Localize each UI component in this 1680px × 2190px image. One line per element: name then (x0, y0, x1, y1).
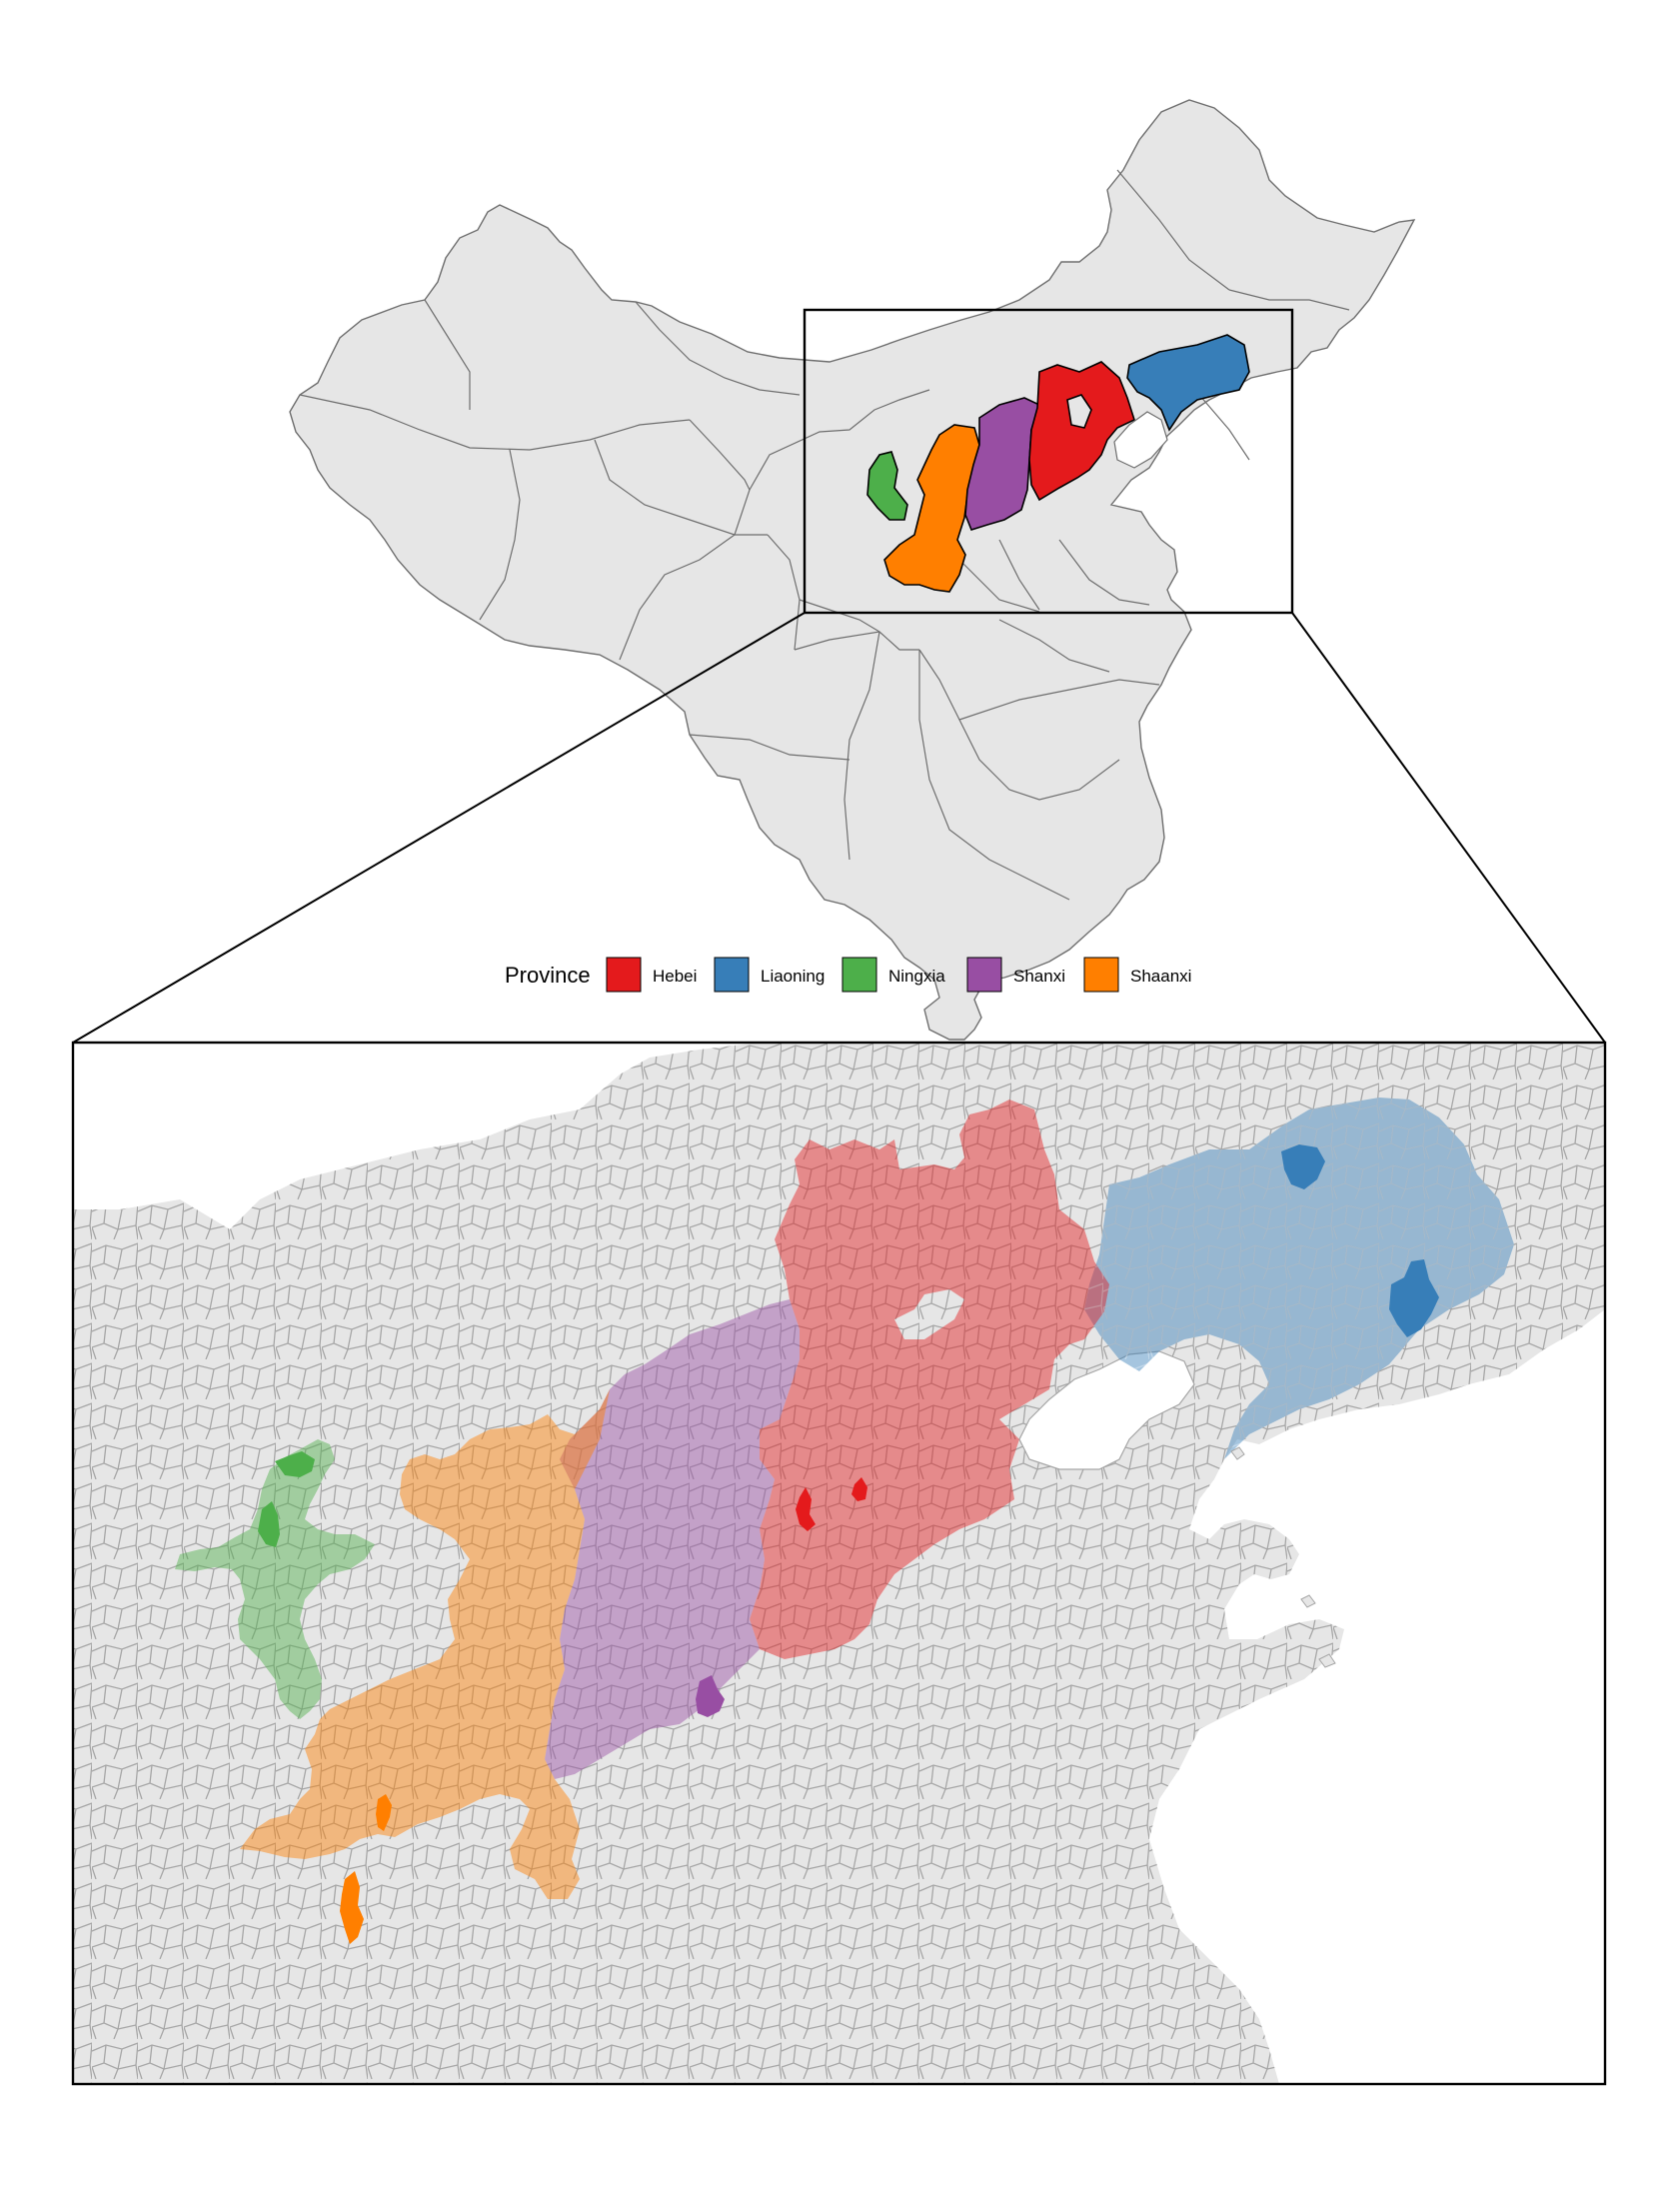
inset-shaanxi (240, 1389, 610, 1899)
legend-swatch-ningxia (841, 957, 877, 993)
china-outline (289, 99, 1416, 1041)
bohai-sea (1113, 411, 1168, 469)
county-liaoning-2 (1389, 1259, 1439, 1337)
legend-title: Province (505, 963, 591, 988)
inset-highlight-counties (258, 1144, 1439, 1944)
county-liaoning-1 (1281, 1144, 1325, 1189)
county-ningxia-2 (258, 1501, 280, 1547)
legend-item-hebei: Hebei (606, 957, 697, 993)
county-hebei-1 (796, 1487, 816, 1531)
legend-item-shaanxi: Shaanxi (1083, 957, 1191, 993)
legend-swatch-liaoning (714, 957, 750, 993)
inset-ningxia (175, 1439, 375, 1719)
legend-swatch-shanxi (966, 957, 1002, 993)
county-shanxi-1 (696, 1675, 725, 1717)
inset-county-map (73, 1043, 1605, 2084)
zoom-connector-right (1291, 612, 1606, 1044)
county-hebei-2 (851, 1477, 867, 1501)
province-hebei-overview (1028, 361, 1135, 502)
province-shanxi-overview (964, 397, 1040, 531)
legend-swatch-hebei (606, 957, 642, 993)
inset-indicator-box (803, 308, 1294, 615)
legend-label-liaoning: Liaoning (761, 967, 825, 986)
province-liaoning-overview (1126, 334, 1250, 432)
inset-shanxi (545, 1299, 800, 1779)
legend-label-shanxi: Shanxi (1013, 967, 1065, 986)
legend-label-ningxia: Ningxia (888, 967, 945, 986)
legend-swatch-shaanxi (1083, 957, 1119, 993)
inset-hebei (750, 1099, 1109, 1659)
inset-provinces (175, 1097, 1514, 1899)
county-shaanxi-1 (376, 1794, 392, 1831)
county-ningxia-1 (275, 1451, 315, 1477)
legend-label-hebei: Hebei (653, 967, 697, 986)
legend-item-ningxia: Ningxia (841, 957, 945, 993)
legend-item-liaoning: Liaoning (714, 957, 825, 993)
province-boundaries (299, 169, 1350, 901)
inset-islands (1230, 1446, 1336, 1668)
province-ningxia-overview (866, 451, 908, 521)
inset-frame (71, 1041, 1607, 2086)
zoom-connector-left (72, 612, 806, 1044)
china-overview-map (289, 99, 1416, 1110)
legend-item-shanxi: Shanxi (966, 957, 1065, 993)
county-shaanxi-2 (340, 1871, 364, 1944)
legend-label-shaanxi: Shaanxi (1130, 967, 1191, 986)
legend: Province Hebei Liaoning Ningxia Shanxi S… (505, 957, 1191, 993)
